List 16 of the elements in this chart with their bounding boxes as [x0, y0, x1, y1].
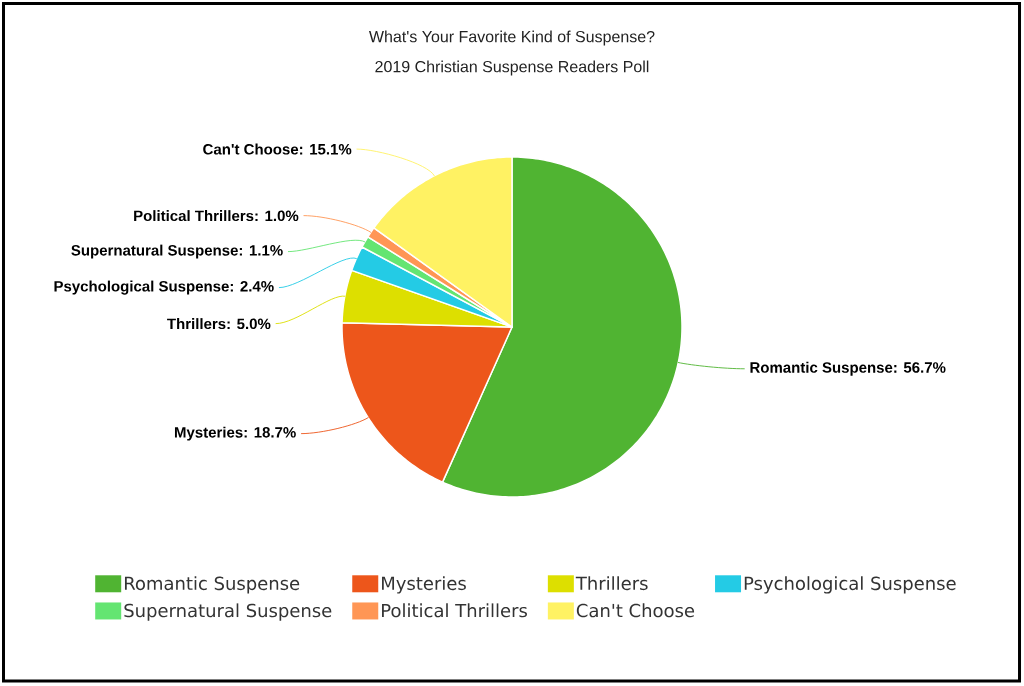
- legend-label: Can't Choose: [576, 603, 695, 618]
- data-label: Psychological Suspense: 2.4%: [54, 280, 274, 295]
- data-label: Political Thrillers: 1.0%: [134, 210, 299, 222]
- chart-subtitle: 2019 Christian Suspense Readers Poll: [375, 60, 649, 76]
- legend-label: Thrillers: [575, 576, 648, 591]
- legend-label: Mysteries: [382, 576, 466, 594]
- data-label: Romantic Suspense: 56.7%: [750, 361, 946, 376]
- data-label: Thrillers: 5.0%: [167, 318, 271, 330]
- legend-label: Psychological Suspense: [744, 576, 956, 594]
- legend-label: Supernatural Suspense: [124, 603, 332, 621]
- legend-label: Romantic Suspense: [124, 576, 300, 594]
- legend-label: Political Thrillers: [382, 603, 527, 618]
- data-label: Mysteries: 18.7%: [174, 426, 296, 441]
- data-label: Can't Choose: 15.1%: [203, 143, 352, 155]
- data-label: Supernatural Suspense: 1.1%: [71, 244, 283, 259]
- chart-title: What's Your Favorite Kind of Suspense?: [368, 30, 655, 46]
